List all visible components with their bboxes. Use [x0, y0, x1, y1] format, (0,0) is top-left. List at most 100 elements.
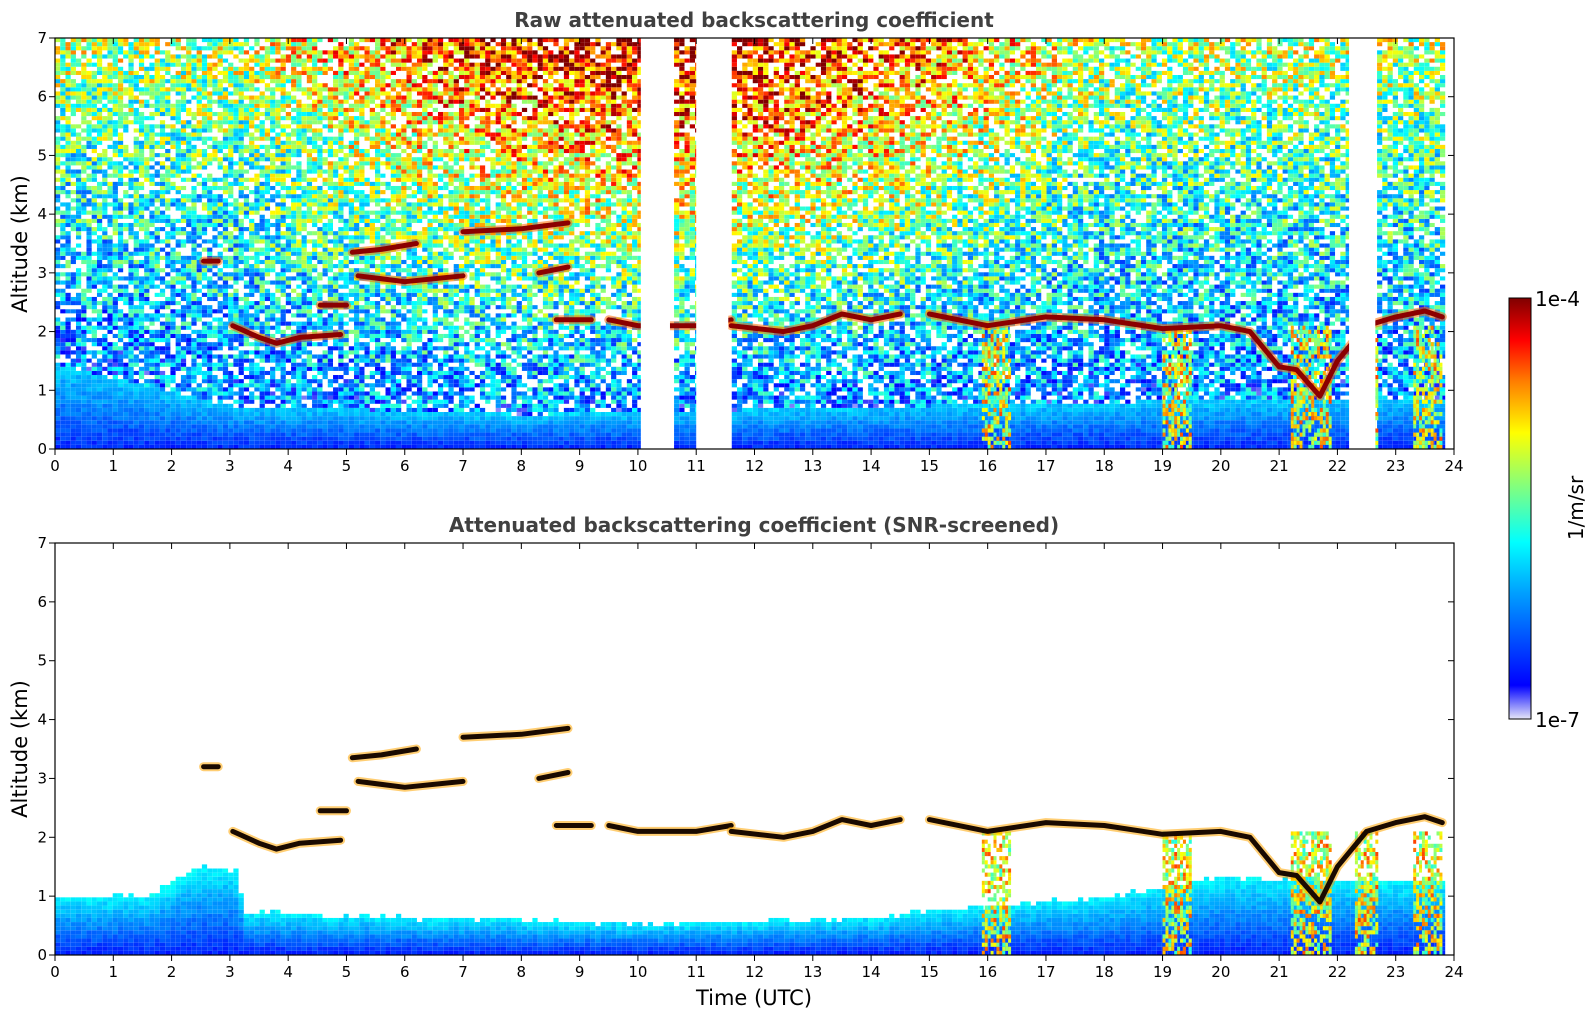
- x-tick-label: 11: [687, 963, 706, 981]
- x-tick-label: 14: [862, 457, 881, 475]
- cloud-layer: [355, 273, 466, 285]
- x-tick-label: 17: [1036, 963, 1055, 981]
- data-gap: [640, 38, 670, 449]
- y-tick-label: 3: [37, 264, 47, 282]
- cloud-layer: [460, 725, 571, 740]
- cloud-layer: [606, 823, 734, 834]
- x-tick-label: 1: [109, 457, 119, 475]
- x-tick-label: 19: [1153, 963, 1172, 981]
- cloud-layer: [349, 241, 419, 255]
- x-tick-label: 18: [1095, 457, 1114, 475]
- x-tick-label: 19: [1153, 457, 1172, 475]
- x-tick-label: 8: [517, 457, 527, 475]
- x-tick-label: 5: [342, 963, 352, 981]
- x-tick-label: 21: [1270, 963, 1289, 981]
- y-tick-label: 3: [37, 769, 47, 787]
- x-axis-label: Time (UTC): [695, 986, 812, 1010]
- plot-frame: [54, 542, 1455, 956]
- y-axis: 0 1 2 3 4 5 6 7: [37, 534, 1454, 964]
- x-tick-label: 16: [978, 963, 997, 981]
- x-tick-label: 4: [283, 963, 293, 981]
- data-gap: [696, 38, 729, 449]
- data-gap: [1349, 38, 1376, 449]
- x-tick-label: 0: [50, 963, 60, 981]
- cloud-layer: [230, 323, 344, 346]
- x-tick-label: 0: [50, 457, 60, 475]
- x-axis: 0 1 2 3 4 5 6 7 8 9 10 11 12 13 14 15 16 17 18 19 20 21 22 23 24: [50, 38, 1464, 475]
- chart-title: Attenuated backscattering coefficient (S…: [449, 513, 1059, 537]
- chart-title: Raw attenuated backscattering coefficien…: [514, 8, 994, 32]
- x-tick-label: 23: [1386, 457, 1405, 475]
- y-tick-label: 7: [37, 534, 47, 552]
- x-tick-label: 15: [920, 963, 939, 981]
- colorbar-min-label: 1e-7: [1535, 708, 1580, 732]
- y-tick-label: 5: [37, 652, 47, 670]
- x-tick-label: 12: [745, 963, 764, 981]
- cloud-layer: [460, 220, 571, 235]
- y-tick-label: 4: [37, 205, 47, 223]
- x-tick-label: 5: [342, 457, 352, 475]
- y-tick-label: 7: [37, 29, 47, 47]
- raw-backscatter-panel: Raw attenuated backscattering coefficien…: [8, 8, 1464, 475]
- x-axis: 0 1 2 3 4 5 6 7 8 9 10 11 12 13 14 15 16 17 18 19 20 21 22 23 24: [50, 543, 1464, 981]
- x-tick-label: 3: [225, 457, 235, 475]
- cloud-layer: [728, 311, 903, 335]
- x-tick-label: 9: [575, 457, 585, 475]
- noise-field: [55, 38, 1446, 449]
- y-tick-label: 5: [37, 146, 47, 164]
- y-axis-label: Altitude (km): [8, 680, 32, 818]
- colorbar-unit-label: 1/m/sr: [1564, 475, 1588, 540]
- x-tick-label: 20: [1211, 963, 1230, 981]
- cloud-layer: [926, 308, 1445, 399]
- x-tick-label: 24: [1444, 963, 1463, 981]
- x-tick-label: 2: [167, 457, 177, 475]
- cloud-layer: [728, 817, 903, 840]
- y-tick-label: 0: [37, 440, 47, 458]
- cloud-layer: [926, 814, 1445, 905]
- x-tick-label: 16: [978, 457, 997, 475]
- x-tick-label: 18: [1095, 963, 1114, 981]
- y-tick-label: 2: [37, 323, 47, 341]
- x-tick-label: 23: [1386, 963, 1405, 981]
- x-tick-label: 10: [628, 963, 647, 981]
- y-tick-label: 1: [37, 887, 47, 905]
- x-tick-label: 2: [167, 963, 177, 981]
- x-tick-label: 4: [283, 457, 293, 475]
- y-tick-label: 6: [37, 88, 47, 106]
- colorbar-gradient: [1508, 297, 1532, 720]
- x-tick-label: 13: [803, 963, 822, 981]
- x-tick-label: 15: [920, 457, 939, 475]
- cloud-layer: [230, 828, 344, 852]
- x-tick-label: 12: [745, 457, 764, 475]
- x-tick-label: 1: [109, 963, 119, 981]
- y-tick-label: 2: [37, 828, 47, 846]
- x-tick-label: 24: [1444, 457, 1463, 475]
- x-tick-label: 22: [1328, 457, 1347, 475]
- x-tick-label: 10: [628, 457, 647, 475]
- cloud-layer: [355, 778, 466, 790]
- y-tick-label: 1: [37, 381, 47, 399]
- x-tick-label: 9: [575, 963, 585, 981]
- x-tick-label: 6: [400, 963, 410, 981]
- cloud-layer: [536, 264, 571, 276]
- x-tick-label: 21: [1270, 457, 1289, 475]
- raw-backscatter-image: [55, 38, 1447, 449]
- y-tick-label: 4: [37, 711, 47, 729]
- x-tick-label: 3: [225, 963, 235, 981]
- x-tick-label: 13: [803, 457, 822, 475]
- y-axis-label: Altitude (km): [8, 175, 32, 313]
- colorbar: 1e-4 1e-7 1/m/sr: [1508, 287, 1588, 732]
- y-axis: 0 1 2 3 4 5 6 7: [37, 29, 1454, 458]
- colorbar-max-label: 1e-4: [1535, 287, 1580, 311]
- y-tick-label: 6: [37, 593, 47, 611]
- x-tick-label: 14: [862, 963, 881, 981]
- x-tick-label: 20: [1211, 457, 1230, 475]
- x-tick-label: 17: [1036, 457, 1055, 475]
- x-tick-label: 7: [458, 457, 468, 475]
- x-tick-label: 6: [400, 457, 410, 475]
- cloud-layer: [349, 746, 419, 761]
- screened-backscatter-image: [55, 723, 1447, 955]
- aerosol-field: [55, 831, 1446, 955]
- x-tick-label: 8: [517, 963, 527, 981]
